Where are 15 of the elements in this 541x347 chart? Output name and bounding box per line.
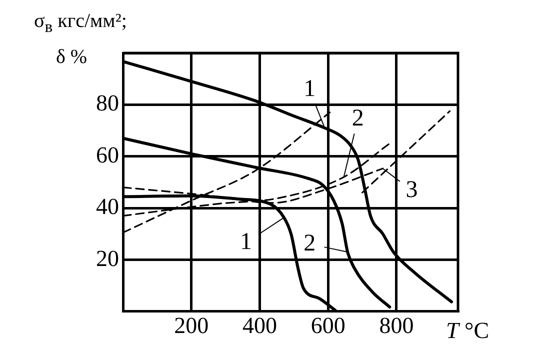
y-axis-title: σ$_{в}$ кгс/мм²; δ % — [34, 9, 127, 70]
x-tick-label: 400 — [242, 313, 277, 338]
y-tick-label: 80 — [96, 90, 119, 116]
annotation: 2 — [304, 230, 316, 256]
y-tick-label: 20 — [96, 246, 119, 271]
x-tick-label: 800 — [379, 313, 414, 338]
y-tick-label: 40 — [96, 194, 119, 220]
annotation: 1 — [304, 76, 316, 102]
y-tick-label: 60 — [96, 142, 119, 168]
annotation: 1 — [240, 228, 252, 255]
x-tick-label: 600 — [310, 313, 346, 338]
annotation: 2 — [352, 105, 364, 132]
x-axis-title: T °C — [446, 318, 490, 344]
annotation: 3 — [406, 176, 418, 203]
x-tick-label: 200 — [174, 313, 209, 338]
